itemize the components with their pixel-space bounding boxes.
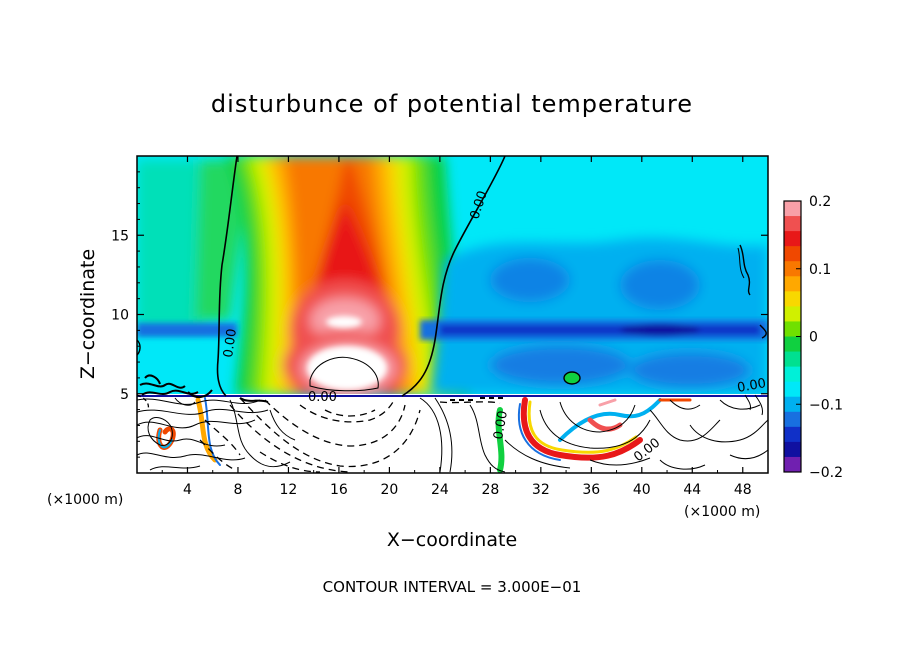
- y-axis-label: Z−coordinate: [77, 249, 99, 379]
- colorbar-swatch: [784, 426, 801, 443]
- x-tick-label: 48: [734, 482, 752, 498]
- y-axis: 5 10 15: [111, 171, 768, 458]
- colorbar-swatch: [784, 411, 801, 428]
- colorbar-tick-label: −0.2: [809, 465, 843, 481]
- x-axis: 4 8 12 16 20 24 28 32 36 40 44 48: [161, 156, 752, 498]
- colorbar: [783, 200, 802, 473]
- colorbar-swatch: [784, 456, 801, 473]
- colorbar-tick-label: 0: [809, 330, 818, 346]
- x-tick-label: 44: [683, 482, 701, 498]
- x-tick-label: 12: [280, 482, 298, 498]
- colorbar-swatch: [784, 381, 801, 398]
- colorbar-swatch: [784, 291, 801, 307]
- colorbar-swatch: [784, 306, 801, 322]
- colorbar-swatch: [784, 396, 801, 413]
- x-axis-units: (×1000 m): [47, 492, 123, 508]
- colorbar-ticks: 0.2 0.1 0 −0.1 −0.2: [796, 194, 843, 481]
- chart-title: disturbunce of potential temperature: [211, 90, 693, 118]
- y-tick-label: 15: [111, 228, 129, 244]
- x-tick-label: 28: [481, 482, 499, 498]
- contour-label: 0.00: [308, 390, 337, 405]
- colorbar-swatch: [784, 441, 801, 458]
- x-tick-label: 16: [330, 482, 348, 498]
- potential-temperature-field: [137, 156, 768, 473]
- colorbar-swatch: [784, 261, 801, 277]
- x-tick-label: 4: [183, 482, 192, 498]
- contour-interval-note: CONTOUR INTERVAL = 3.000E−01: [323, 578, 582, 596]
- colorbar-swatch: [784, 366, 801, 383]
- colorbar-swatch: [784, 216, 801, 232]
- colorbar-swatch: [784, 321, 801, 337]
- colorbar-swatch: [784, 351, 801, 368]
- colorbar-tick-label: 0.2: [809, 194, 831, 210]
- colorbar-tick-label: −0.1: [809, 397, 843, 413]
- x-tick-label: 36: [582, 482, 600, 498]
- colorbar-swatch: [784, 231, 801, 247]
- y-tick-label: 10: [111, 308, 129, 324]
- colorbar-swatch: [784, 336, 801, 353]
- x-tick-label: 24: [431, 482, 449, 498]
- contour-label: 0.00: [736, 376, 767, 396]
- x-tick-label: 32: [532, 482, 550, 498]
- contour-label: 0.00: [491, 410, 511, 441]
- x-tick-label: 8: [233, 482, 242, 498]
- z-axis-units: (×1000 m): [684, 504, 760, 520]
- contour-label: 0.00: [221, 328, 240, 359]
- colorbar-tick-label: 0.1: [809, 262, 831, 278]
- x-axis-label: X−coordinate: [387, 529, 517, 551]
- colorbar-swatch: [784, 246, 801, 262]
- x-tick-label: 40: [633, 482, 651, 498]
- y-tick-label: 5: [120, 387, 129, 403]
- x-tick-label: 20: [380, 482, 398, 498]
- colorbar-swatch: [784, 276, 801, 292]
- colorbar-swatch: [784, 201, 801, 217]
